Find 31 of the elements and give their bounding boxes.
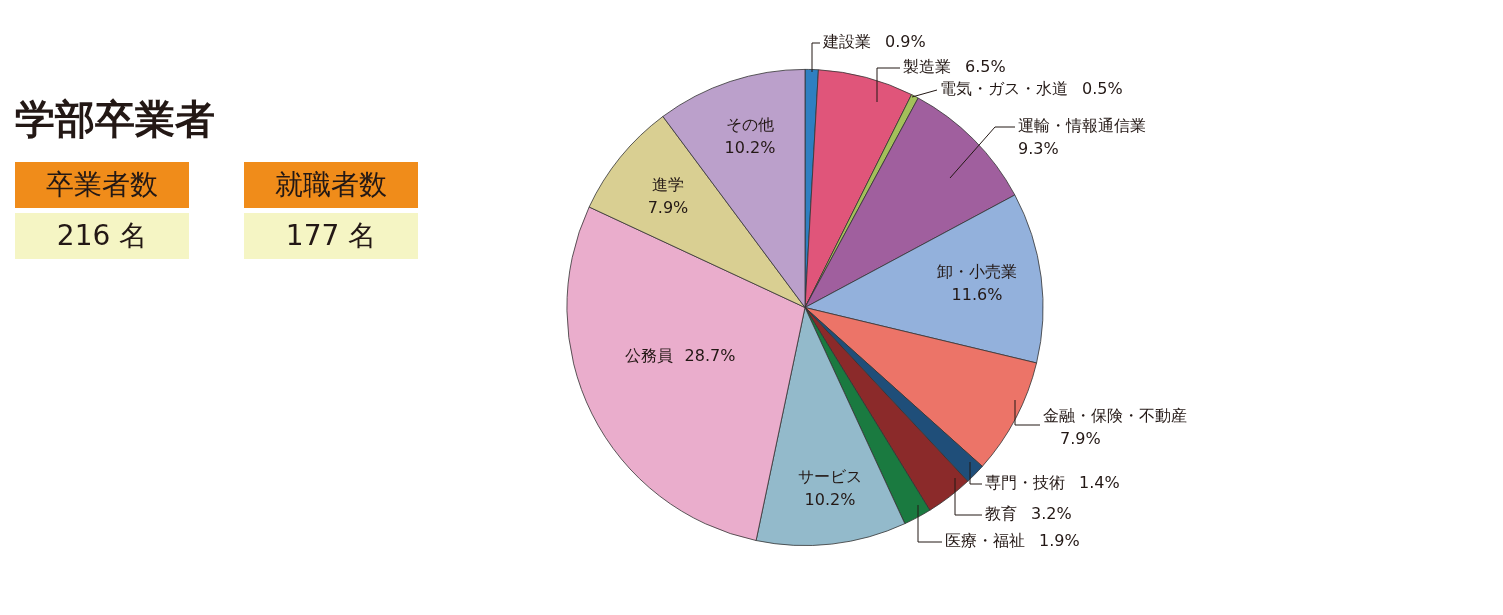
data-label: 28.7% <box>684 346 736 366</box>
data-label: 11.6% <box>951 285 1003 305</box>
data-label: 7.9% <box>647 198 689 218</box>
data-label: 1.4% <box>1079 473 1120 493</box>
slice-label: 専門・技術 <box>985 473 1065 493</box>
data-label: 6.5% <box>965 57 1006 77</box>
text: 216 名 <box>15 213 189 259</box>
slice-label: 電気・ガス・水道 <box>940 79 1068 99</box>
slice-label: サービス <box>798 467 862 487</box>
data-label: 1.9% <box>1039 531 1080 551</box>
text: 就職者数 <box>244 162 418 208</box>
slice-label: 金融・保険・不動産 <box>1043 406 1187 426</box>
slice-label: その他 <box>726 115 774 135</box>
slice-label: 医療・福祉 <box>945 531 1025 551</box>
slice-label: 教育 <box>985 504 1017 524</box>
text: 177 名 <box>244 213 418 259</box>
data-label: 3.2% <box>1031 504 1072 524</box>
data-label: 0.9% <box>885 32 926 52</box>
text: 卒業者数 <box>15 162 189 208</box>
slice-label: 製造業 <box>903 57 951 77</box>
slice-label: 卸・小売業 <box>937 262 1017 282</box>
data-label: 9.3% <box>1018 139 1059 159</box>
data-label: 0.5% <box>1082 79 1123 99</box>
slice-label: 公務員 <box>624 346 673 366</box>
data-label: 7.9% <box>1060 429 1101 449</box>
slice-label: 進学 <box>652 175 684 195</box>
slice-label: 建設業 <box>822 32 871 52</box>
text: 学部卒業者 <box>15 95 215 144</box>
slice-label: 運輸・情報通信業 <box>1018 116 1146 136</box>
data-label: 10.2% <box>804 490 856 510</box>
data-label: 10.2% <box>724 138 776 158</box>
